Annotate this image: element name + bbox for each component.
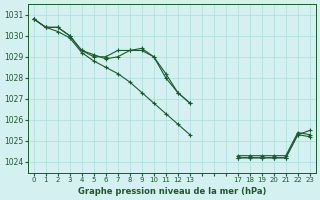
X-axis label: Graphe pression niveau de la mer (hPa): Graphe pression niveau de la mer (hPa) xyxy=(77,187,266,196)
